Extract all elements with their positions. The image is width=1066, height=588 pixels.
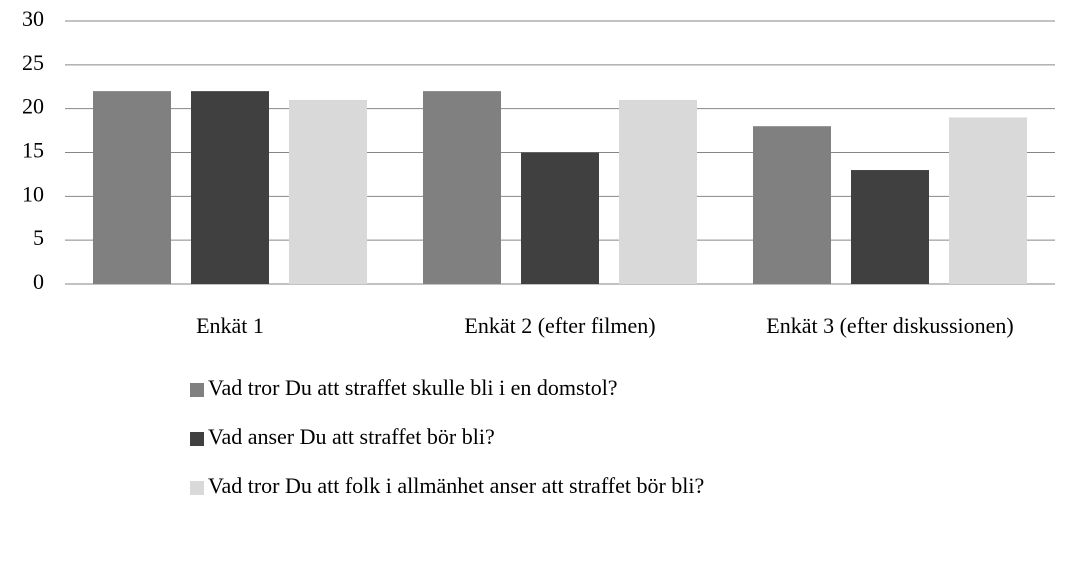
bar: [93, 91, 171, 284]
legend-swatch: [190, 432, 204, 446]
x-tick-label: Enkät 3 (efter diskussionen): [766, 313, 1013, 338]
y-tick-label: 15: [22, 138, 44, 163]
legend-swatch: [190, 383, 204, 397]
y-tick-label: 25: [22, 50, 44, 75]
legend-label: Vad anser Du att straffet bör bli?: [208, 424, 495, 449]
bar: [289, 99, 367, 285]
y-tick-label: 0: [33, 269, 44, 294]
legend-swatch: [190, 481, 204, 495]
y-tick-label: 10: [22, 181, 44, 206]
x-tick-label: Enkät 1: [196, 313, 264, 338]
y-tick-label: 5: [33, 225, 44, 250]
bar: [423, 91, 501, 284]
y-tick-label: 20: [22, 94, 44, 119]
legend-label: Vad tror Du att straffet skulle bli i en…: [208, 375, 618, 400]
bar: [191, 91, 269, 284]
bar: [521, 152, 599, 284]
bar: [619, 99, 697, 285]
bar: [851, 170, 929, 284]
bar: [753, 126, 831, 284]
bar: [949, 117, 1027, 284]
y-tick-label: 30: [22, 6, 44, 31]
legend-label: Vad tror Du att folk i allmänhet anser a…: [208, 473, 704, 498]
x-tick-label: Enkät 2 (efter filmen): [464, 313, 655, 338]
